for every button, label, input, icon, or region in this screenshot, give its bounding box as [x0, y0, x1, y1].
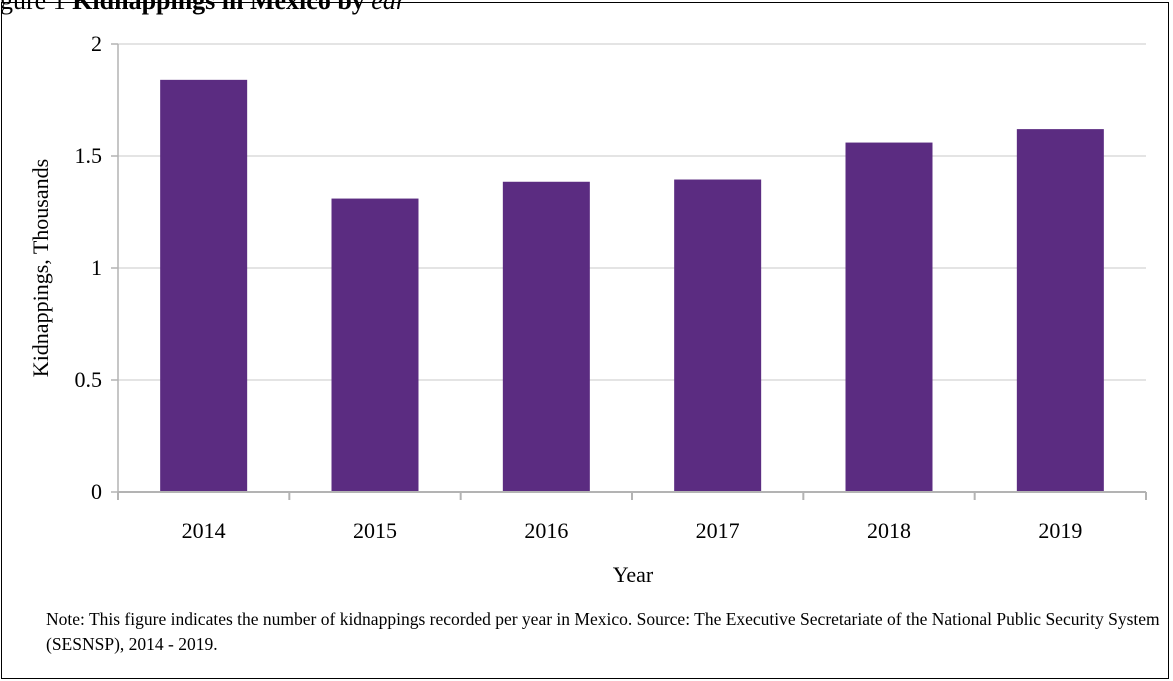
- x-tick-label: 2014: [182, 518, 226, 543]
- figure-title-main: Kidnappings in Mexico by: [72, 0, 365, 15]
- y-tick-label: 1.5: [75, 143, 103, 168]
- x-tick-label: 2019: [1038, 518, 1082, 543]
- y-tick-label: 1: [91, 255, 102, 280]
- gridlines: [118, 43, 1146, 381]
- x-axis-label: Year: [613, 562, 654, 587]
- y-tick-label: 0: [91, 479, 102, 504]
- bar-2014: [160, 79, 248, 492]
- x-tick-label: 2017: [696, 518, 740, 543]
- x-tick-labels: 2014 2015 2016 2017 2018 2019: [182, 518, 1083, 543]
- figure-title: gure 1 Kidnappings in Mexico by ear: [0, 0, 406, 16]
- y-tick-label: 2: [91, 31, 102, 56]
- bars: [160, 79, 1104, 492]
- bar-2016: [502, 181, 590, 492]
- x-tick-label: 2018: [867, 518, 911, 543]
- figure-title-suffix: ear: [371, 0, 406, 15]
- y-tick-labels: 0 0.5 1 1.5 2: [75, 31, 103, 504]
- x-tick-label: 2015: [353, 518, 397, 543]
- x-tick-label: 2016: [524, 518, 568, 543]
- y-axis-label: Kidnappings, Thousands: [28, 159, 53, 377]
- figure-title-prefix: gure 1: [0, 0, 66, 15]
- axes: [111, 43, 1147, 500]
- bar-2017: [674, 179, 762, 492]
- y-tick-label: 0.5: [75, 367, 103, 392]
- bar-2019: [1016, 129, 1104, 492]
- bar-2018: [845, 142, 933, 492]
- figure-title-strip: gure 1 Kidnappings in Mexico by ear: [0, 0, 1173, 20]
- bar-chart: 00.511.52 2014 2015 2016 2017 2018 2019 Year …: [28, 31, 1147, 587]
- bar-2015: [331, 198, 419, 492]
- figure-note: Note: This figure indicates the number o…: [46, 609, 1160, 654]
